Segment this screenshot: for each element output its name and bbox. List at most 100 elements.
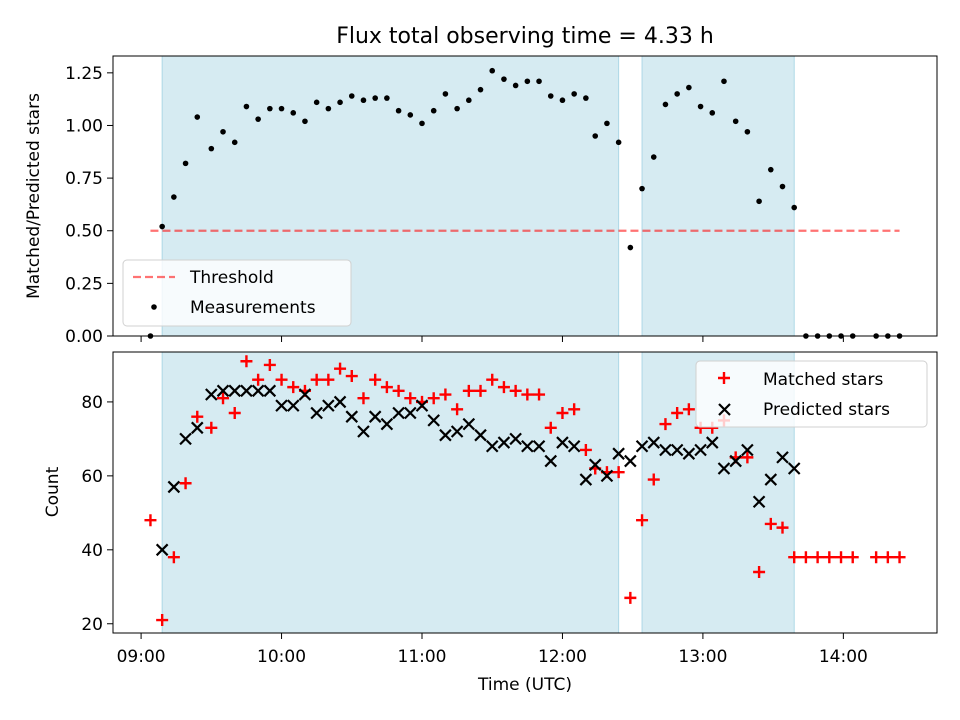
measurements-legend-marker (151, 304, 157, 310)
bottom-legend-box (695, 360, 928, 428)
matched-star-point (647, 473, 660, 486)
predicted-star-point (485, 440, 499, 453)
predicted-star-point (322, 399, 335, 412)
measurement-point (627, 244, 634, 251)
matched-star-point (167, 551, 180, 564)
predicted-star-point (368, 410, 382, 423)
legend-label-predicted: Predicted stars (763, 400, 890, 420)
predicted-star-point (240, 384, 253, 398)
matched-star-point (404, 392, 417, 405)
measurement-point (791, 204, 798, 211)
matched-star-point (228, 407, 241, 420)
measurement-point (208, 145, 215, 152)
measurement-point (384, 95, 390, 101)
predicted-star-point (263, 384, 277, 398)
predicted-star-point (705, 436, 719, 449)
measurement-point (583, 95, 589, 101)
measurement-point (756, 198, 762, 205)
predicted-star-point (670, 443, 684, 457)
predicted-star-point (588, 458, 602, 472)
x-tick-label: 13:00 (678, 647, 727, 667)
measurement-point (524, 78, 531, 85)
measurement-point (592, 133, 599, 139)
matched-star-point (156, 614, 169, 627)
matched-star-point (823, 551, 836, 564)
measurement-point (512, 82, 519, 89)
measurement-point (325, 105, 332, 112)
measurement-point (302, 118, 308, 125)
predicted-star-point (647, 436, 661, 449)
predicted-star-point (392, 406, 405, 420)
predicted-star-point (357, 425, 370, 438)
predicted-star-point (717, 462, 731, 475)
matched-star-point (474, 384, 487, 397)
measurement-point (243, 103, 250, 110)
matched-star-point (380, 381, 393, 394)
matched-star-point (439, 388, 452, 401)
measurement-point (650, 154, 657, 160)
y-tick-label: 0.50 (65, 222, 103, 242)
measurement-point (477, 86, 484, 93)
shaded-interval (161, 351, 620, 634)
matched-star-point (486, 373, 499, 386)
measurement-points (147, 67, 903, 339)
predicted-star-point (439, 428, 452, 442)
matched-star-point (322, 373, 335, 386)
predicted-star-point (659, 443, 672, 457)
measurement-point (604, 120, 610, 127)
y-tick-label: 1.25 (65, 64, 103, 84)
matched-star-point (682, 403, 695, 416)
predicted-star-point (155, 543, 169, 557)
measurement-point (779, 183, 786, 190)
matched-star-point (287, 381, 300, 394)
measurement-point (547, 93, 554, 99)
measurement-point (372, 95, 378, 101)
y-ticks-top: 0.00 0.25 0.50 0.75 1.00 1.25 (65, 64, 113, 347)
measurement-point (559, 97, 566, 104)
measurement-point (489, 67, 496, 74)
measurement-point (674, 91, 680, 97)
x-tick-label: 14:00 (819, 647, 868, 667)
predicted-star-point (415, 399, 429, 412)
matched-star-point (357, 392, 370, 405)
predicted-star-point (404, 406, 417, 420)
matched-star-point (191, 410, 204, 423)
predicted-star-point (286, 399, 300, 412)
predicted-star-point (251, 384, 265, 398)
top-panel: 0.00 0.25 0.50 0.75 1.00 1.25 Matched/Predict… (24, 55, 938, 347)
measurement-point (255, 116, 261, 122)
measurement-point (194, 114, 201, 120)
predicted-star-point (694, 443, 707, 457)
predicted-star-point (462, 417, 476, 431)
y-tick-label: 40 (81, 541, 103, 561)
matched-star-point (252, 373, 265, 386)
matched-star-point (659, 418, 672, 431)
matched-star-point (310, 373, 323, 386)
measurement-point (709, 110, 716, 116)
matched-star-point (217, 392, 230, 405)
matched-star-point (533, 388, 546, 401)
measurement-point (767, 166, 774, 173)
measurement-point (360, 97, 367, 104)
legend-label-threshold: Threshold (189, 268, 274, 288)
matched-star-point (671, 407, 684, 420)
predicted-star-point (579, 473, 593, 486)
measurement-point (615, 139, 622, 146)
matched-star-point (579, 443, 592, 456)
measurement-point (662, 101, 669, 108)
measurement-point (442, 91, 449, 97)
matched-star-point (240, 355, 253, 368)
x-axis-label: Time (UTC) (477, 675, 572, 695)
measurement-point (466, 97, 472, 104)
figure-title: Flux total observing time = 4.33 h (336, 24, 714, 49)
x-tick-label: 09:00 (117, 647, 166, 667)
measurement-point (536, 78, 542, 85)
matched-star-point (392, 384, 405, 397)
predicted-star-point (521, 440, 534, 453)
matched-legend-marker (718, 372, 730, 384)
matched-star-point (811, 551, 824, 564)
predicted-star-point (787, 462, 801, 475)
y-tick-label: 1.00 (65, 116, 103, 136)
